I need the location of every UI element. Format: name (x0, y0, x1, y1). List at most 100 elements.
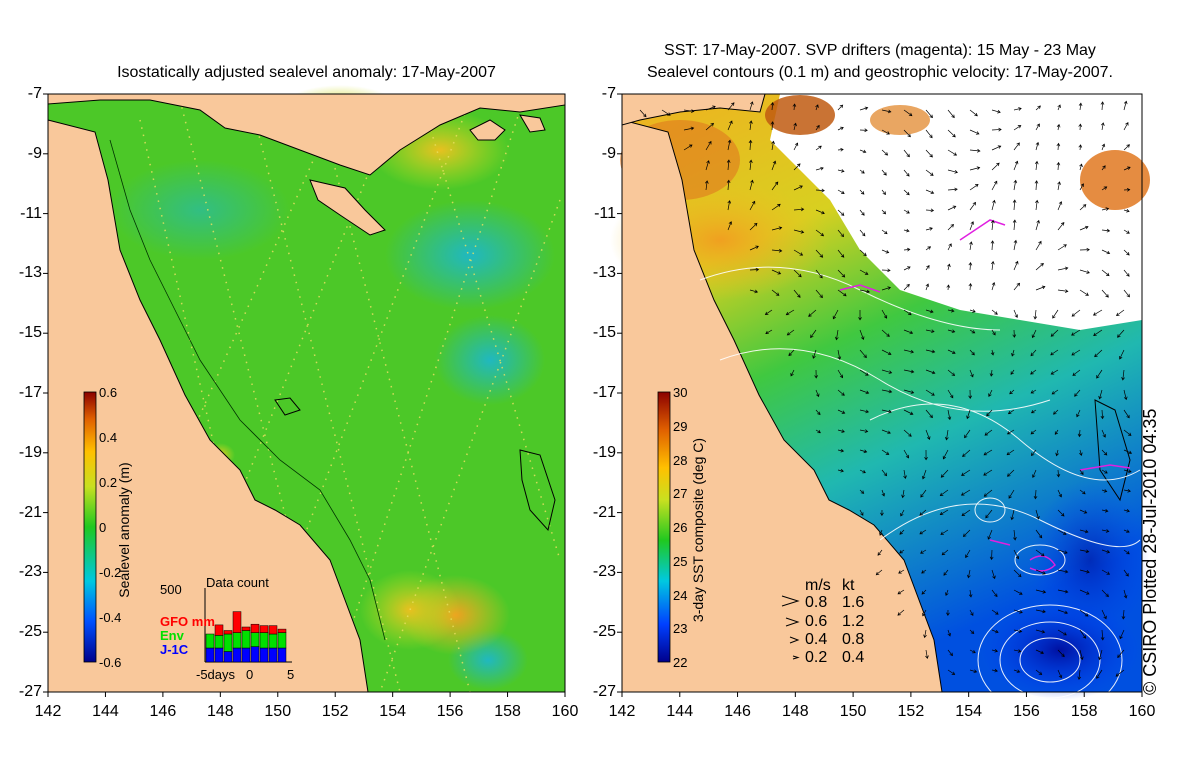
velocity-arrow (793, 122, 797, 131)
data-count-bar-segment (241, 647, 251, 663)
velocity-arrow (969, 109, 978, 117)
velocity-arrow (920, 489, 927, 498)
data-count-bar-segment (268, 647, 278, 663)
velocity-arrow (837, 409, 846, 414)
velocity-arrow (1076, 409, 1081, 418)
latitude-label: -23 (592, 563, 616, 581)
velocity-arrow (1072, 369, 1081, 376)
latitude-label: -27 (592, 683, 616, 700)
velocity-arrow (903, 349, 915, 354)
velocity-arrow (1013, 309, 1018, 319)
velocity-arrow (903, 109, 913, 117)
velocity-arrow (859, 289, 871, 294)
velocity-arrow (859, 149, 867, 154)
velocity-arrow (947, 409, 952, 421)
velocity-arrow (903, 129, 911, 138)
velocity-arrow (964, 429, 971, 439)
velocity-arrow (837, 289, 847, 297)
velocity-arrow (837, 209, 845, 216)
new-guinea-landmass (621, 93, 766, 126)
longitude-label: 152 (897, 703, 925, 720)
velocity-arrow (1121, 369, 1125, 381)
velocity-arrow (1123, 569, 1129, 577)
longitude-label: 158 (494, 703, 521, 720)
velocity-arrow (1079, 629, 1087, 639)
velocity-arrow (1035, 549, 1045, 557)
velocity-arrow (837, 389, 845, 396)
velocity-arrow (1123, 508, 1130, 513)
velocity-arrow (925, 649, 929, 659)
velocity-arrow (1078, 144, 1083, 151)
velocity-arrow (943, 569, 949, 576)
velocity-arrow (683, 144, 693, 151)
velocity-arrow (1079, 269, 1090, 274)
velocity-arrow (1013, 569, 1022, 578)
velocity-arrow (748, 139, 753, 151)
velocity-arrow (1123, 529, 1130, 533)
velocity-arrow (991, 127, 1002, 132)
velocity-arrow (1013, 549, 1020, 560)
velocity-arrow (1057, 509, 1065, 517)
colorbar-tick-label: 28 (673, 452, 688, 468)
velocity-arrow (961, 509, 971, 516)
velocity-arrow (925, 283, 930, 291)
velocity-arrow (727, 120, 733, 131)
velocity-arrow (925, 129, 933, 139)
velocity-arrow (991, 589, 998, 598)
velocity-arrow (969, 184, 979, 191)
sst-colorbar (657, 391, 671, 663)
credit-text: © CSIRO Plotted 28-Jul-2010 04:35 (1140, 408, 1160, 695)
velocity-arrow (1057, 549, 1068, 554)
warm-sst-region (765, 95, 835, 135)
data-count-bar-segment (205, 633, 215, 649)
velocity-arrow (919, 529, 927, 535)
velocity-arrow (1012, 199, 1017, 211)
warm-sst-region (1080, 150, 1150, 210)
latitude-label: -27 (18, 683, 42, 700)
velocity-arrow (837, 429, 845, 433)
velocity-arrow (1123, 409, 1130, 419)
velocity-arrow (940, 469, 949, 478)
velocity-arrow (837, 269, 846, 278)
velocity-arrow (881, 429, 891, 435)
velocity-arrow (1079, 489, 1086, 495)
velocity-arrow (939, 489, 949, 497)
velocity-arrow (749, 120, 753, 131)
velocity-arrow (903, 309, 912, 316)
velocity-arrow (881, 329, 890, 337)
latitude-label: -11 (594, 204, 616, 222)
axis-ticks (43, 93, 1143, 697)
island (469, 119, 506, 141)
data-count-bar-segment (277, 632, 287, 649)
velocity-arrow (765, 329, 773, 335)
velocity-arrow (810, 329, 817, 339)
velocity-arrow (1123, 449, 1133, 455)
velocity-arrow (969, 349, 975, 356)
colorbar-tick-label: 26 (673, 520, 688, 535)
velocity-arrow (969, 329, 976, 334)
australia-landmass (47, 119, 369, 693)
velocity-arrow (771, 181, 779, 191)
colorbar-tick-label: 23 (673, 621, 688, 637)
velocity-legend-kt: 1.6 (842, 594, 865, 611)
velocity-arrow (983, 489, 993, 497)
velocity-arrow (1096, 669, 1103, 679)
velocity-arrow (1119, 349, 1125, 360)
velocity-arrow (639, 109, 647, 118)
velocity-arrow (922, 609, 927, 617)
data-count-bar-segment (250, 623, 260, 633)
velocity-arrow (1101, 508, 1109, 513)
geostrophic-velocity-arrows (639, 100, 1133, 680)
latitude-label: -15 (18, 324, 42, 342)
velocity-arrow (875, 569, 883, 576)
velocity-arrow (1100, 629, 1105, 641)
velocity-arrow (962, 449, 971, 457)
velocity-arrow (1079, 509, 1088, 514)
data-count-ymax: 500 (160, 582, 182, 597)
velocity-arrow (881, 189, 886, 195)
velocity-arrow (1013, 629, 1023, 633)
velocity-arrow (991, 609, 999, 615)
velocity-arrow (881, 109, 892, 114)
velocity-arrow (969, 629, 975, 634)
data-count-bar-segment (241, 626, 251, 631)
